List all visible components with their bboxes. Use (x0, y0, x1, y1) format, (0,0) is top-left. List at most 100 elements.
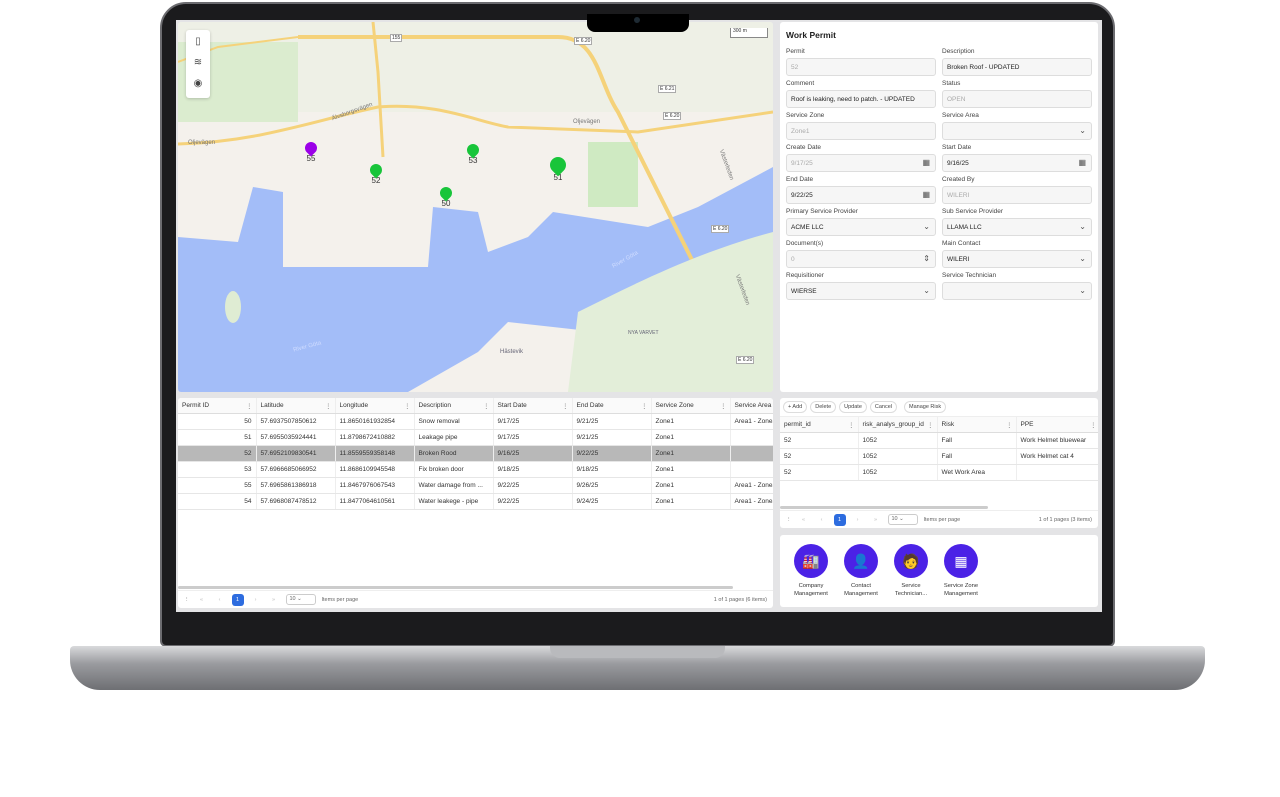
page-1-button[interactable]: 1 (833, 513, 846, 526)
column-header[interactable]: Description ⋮ (414, 398, 494, 414)
field-input[interactable]: ⌄ (942, 122, 1092, 140)
column-header[interactable]: Start Date ⋮ (493, 398, 573, 414)
chevron-down-icon[interactable]: ⌄ (923, 222, 930, 231)
table-cell: 57.6952109830541 (256, 445, 336, 462)
column-menu-icon[interactable]: ⋮ (404, 402, 411, 410)
toolbar-button[interactable]: Update (839, 401, 867, 413)
column-header[interactable]: End Date ⋮ (572, 398, 652, 414)
tile-contact[interactable]: 👤 Contact Management (838, 544, 884, 598)
calendar-icon[interactable]: ▦ (922, 158, 930, 167)
next-page-button[interactable]: › (254, 596, 257, 603)
field-label: Service Area (942, 112, 979, 119)
first-page-button[interactable]: « (199, 596, 204, 603)
field-input[interactable]: LLAMA LLC ⌄ (942, 218, 1092, 236)
field-input[interactable]: WIERSE ⌄ (786, 282, 936, 300)
toolbar-button[interactable]: Delete (810, 401, 837, 413)
column-menu-icon[interactable]: ⋮ (1090, 421, 1097, 429)
column-menu-icon[interactable]: ⋮ (325, 402, 332, 410)
road-shield: E 6.21 (658, 85, 677, 93)
map-marker[interactable]: 50 (437, 184, 455, 208)
field-input[interactable]: 9/22/25 ▦ (786, 186, 936, 204)
chevron-down-icon[interactable]: ⌄ (1079, 126, 1086, 135)
field-input[interactable]: 9/16/25 ▦ (942, 154, 1092, 172)
page-1-button[interactable]: 1 (231, 593, 244, 606)
column-menu-icon[interactable]: ⋮ (1006, 421, 1013, 429)
column-header[interactable]: Service Area⋮ (730, 398, 773, 414)
more-icon[interactable]: ⋮ (786, 516, 792, 523)
form-field: Primary Service Provider ACME LLC ⌄ (786, 208, 936, 240)
map-marker[interactable]: 55 (302, 139, 320, 163)
last-page-button[interactable]: » (271, 596, 276, 603)
horizontal-scrollbar[interactable] (178, 586, 733, 589)
calendar-icon[interactable]: ▦ (922, 190, 930, 199)
table-row[interactable]: 52 1052 Wet Work Area (780, 464, 1098, 481)
column-menu-icon[interactable]: ⋮ (927, 421, 934, 429)
column-menu-icon[interactable]: ⋮ (562, 402, 569, 410)
toolbar-button[interactable]: Manage Risk (904, 401, 947, 413)
toolbar-button[interactable]: + Add (783, 401, 808, 413)
column-header[interactable]: Latitude ⋮ (256, 398, 336, 414)
more-icon[interactable]: ⋮ (184, 596, 190, 603)
table-row[interactable]: 50 57.6937507850612 11.8650161932854 Snow r… (178, 413, 773, 430)
chevron-down-icon[interactable]: ⌄ (1079, 254, 1086, 263)
spinner-icon[interactable]: ⇕ (923, 254, 930, 263)
column-menu-icon[interactable]: ⋮ (483, 402, 490, 410)
column-header[interactable]: Permit ID ⋮ (178, 398, 257, 414)
column-header[interactable]: Longitude ⋮ (335, 398, 415, 414)
field-input[interactable]: ⌄ (942, 282, 1092, 300)
table-row[interactable]: 55 57.6965861386918 11.8467976067543 Water … (178, 477, 773, 494)
table-row[interactable]: 51 57.6955035924441 11.8798672410882 Leakag… (178, 429, 773, 446)
field-value: Roof is leaking, need to patch. - UPDATE… (791, 96, 915, 103)
chevron-down-icon[interactable]: ⌄ (1079, 286, 1086, 295)
map-icon[interactable]: ▯ (195, 36, 201, 47)
prev-page-button[interactable]: ‹ (218, 596, 221, 603)
calendar-icon[interactable]: ▦ (1078, 158, 1086, 167)
page-size-select[interactable]: 10 ⌄ (887, 514, 918, 525)
column-header[interactable]: risk_analys_group_id ⋮ (858, 417, 938, 433)
table-cell: Zone1 (651, 429, 731, 446)
map-marker[interactable]: 53 (464, 141, 482, 165)
field-input[interactable]: WILERI ⌄ (942, 250, 1092, 268)
column-header[interactable]: permit_id ⋮ (780, 417, 859, 433)
chevron-down-icon[interactable]: ⌄ (923, 286, 930, 295)
tile-zone-map[interactable]: ▦ Service Zone Management (938, 544, 984, 598)
column-menu-icon[interactable]: ⋮ (848, 421, 855, 429)
last-page-button[interactable]: » (873, 516, 878, 523)
column-label: Description (418, 401, 452, 409)
field-input[interactable]: Broken Roof - UPDATED (942, 58, 1092, 76)
location-pin-icon[interactable]: ◉ (193, 78, 203, 89)
table-row[interactable]: 54 57.6968087478512 11.8477064610561 Water … (178, 493, 773, 510)
toolbar-button[interactable]: Cancel (869, 401, 898, 413)
tile-technician[interactable]: 🧑 Service Technician... (888, 544, 934, 598)
map-marker[interactable]: 52 (367, 161, 385, 185)
column-header[interactable]: Risk ⋮ (937, 417, 1017, 433)
table-row[interactable]: 52 57.6952109830541 11.8559559358148 Broken… (178, 445, 773, 462)
table-cell: 9/22/25 (572, 445, 652, 462)
chevron-down-icon[interactable]: ⌄ (1079, 222, 1086, 231)
marker-label: 50 (441, 199, 451, 208)
horizontal-scrollbar[interactable] (780, 506, 988, 509)
field-label: Requisitioner (786, 272, 824, 279)
column-menu-icon[interactable]: ⋮ (720, 402, 727, 410)
column-menu-icon[interactable]: ⋮ (641, 402, 648, 410)
column-header[interactable]: Service Zone ⋮ (651, 398, 731, 414)
field-input[interactable]: ACME LLC ⌄ (786, 218, 936, 236)
table-cell: 52 (780, 432, 859, 449)
table-row[interactable]: 52 1052 Fall Work Helmet cat 4 (780, 448, 1098, 465)
map-view[interactable]: Oljevägen Oljevägen Älvsborgsvägen Väste… (178, 22, 773, 392)
field-label: Comment (786, 80, 815, 87)
layers-icon[interactable]: ≋ (193, 57, 203, 68)
next-page-button[interactable]: › (856, 516, 859, 523)
column-menu-icon[interactable]: ⋮ (246, 402, 253, 410)
prev-page-button[interactable]: ‹ (820, 516, 823, 523)
page-size-select[interactable]: 10 ⌄ (285, 594, 316, 605)
map-marker[interactable]: 51 (546, 153, 570, 182)
tile-company[interactable]: 🏭 Company Management (788, 544, 834, 598)
table-row[interactable]: 53 57.6966685066952 11.8686109945548 Fix br… (178, 461, 773, 478)
form-field: Service Zone Zone1 (786, 112, 936, 144)
field-input[interactable]: Roof is leaking, need to patch. - UPDATE… (786, 90, 936, 108)
table-row[interactable]: 52 1052 Fall Work Helmet bluewear (780, 432, 1098, 449)
road-label: Oljevägen (188, 140, 216, 146)
first-page-button[interactable]: « (801, 516, 806, 523)
column-header[interactable]: PPE ⋮ (1016, 417, 1098, 433)
